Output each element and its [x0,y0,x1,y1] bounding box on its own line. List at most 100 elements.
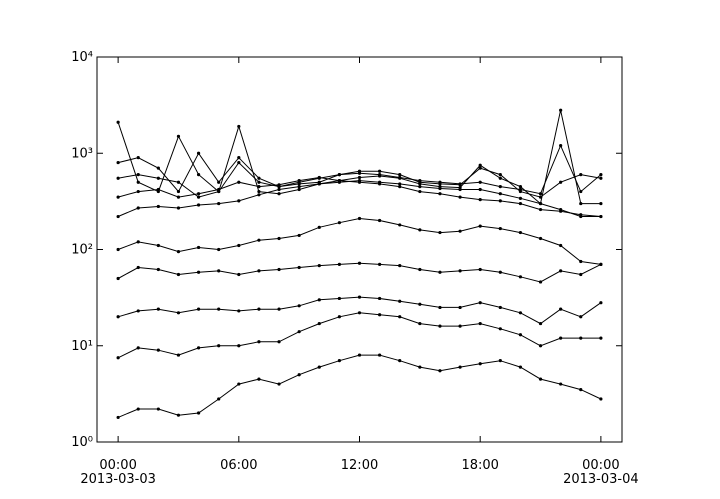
data-point [357,175,362,180]
data-point [156,243,160,248]
data-point [418,302,422,306]
data-point [398,173,402,177]
data-point [599,301,603,305]
data-point [317,298,321,302]
data-point [438,230,442,235]
data-point [337,359,341,363]
data-point [498,185,502,189]
data-point [176,195,181,199]
data-point [136,265,140,270]
data-point [378,262,382,267]
data-point [196,192,201,196]
data-point [196,203,201,207]
data-point [357,311,362,315]
data-point [418,365,422,369]
data-point [418,185,422,189]
data-point [257,377,261,381]
data-point [176,206,181,210]
data-point [156,166,160,170]
data-point [478,187,482,192]
y-tick-label: 10⁰ [71,435,93,450]
data-point [498,270,502,274]
data-point [237,272,241,277]
y-tick-label: 10² [71,243,93,258]
data-point [136,240,140,244]
data-point [257,340,261,344]
data-point [237,124,241,129]
data-point [116,160,120,165]
data-point [559,269,563,273]
data-point [538,377,543,381]
data-point [317,321,321,326]
data-point [196,346,201,350]
data-point [538,207,543,212]
data-point [418,321,422,326]
data-point [237,180,241,184]
data-point [357,180,362,184]
data-point [458,182,462,186]
data-point [237,309,241,313]
data-point [277,187,281,192]
data-point [418,228,422,232]
data-point [579,272,583,277]
data-point [217,307,221,311]
data-point [498,192,502,196]
data-point [357,353,362,357]
x-tick-label: 00:00 2013-03-04 [563,458,639,487]
data-point [196,151,201,155]
data-point [297,233,301,238]
data-point [418,267,422,272]
data-point [297,187,301,192]
data-point [277,382,281,386]
data-point [317,365,321,369]
data-point [498,199,502,203]
data-point [156,176,160,180]
data-point [196,195,201,199]
data-point [559,180,563,184]
data-point [237,156,241,160]
data-point [458,185,462,190]
data-point [237,199,241,203]
data-point [518,201,523,206]
data-point [297,178,301,183]
data-point [418,182,422,186]
data-point [498,226,502,231]
data-point [478,163,482,167]
data-point [518,311,523,315]
data-point [458,324,462,328]
data-point [378,218,382,223]
data-point [599,201,603,206]
data-point [337,262,341,267]
data-point [518,230,523,235]
data-point [237,382,241,386]
data-point [317,264,321,268]
data-point [438,192,442,196]
data-point [498,305,502,310]
data-point [518,187,523,192]
data-point [136,206,140,210]
data-point [317,175,321,180]
data-point [559,108,563,112]
data-point [176,413,181,417]
data-point [438,185,442,189]
data-point [277,267,281,272]
data-point [478,362,482,366]
data-point [217,397,221,401]
data-point [478,321,482,326]
data-point [518,333,523,337]
data-point [438,369,442,373]
data-point [257,176,261,180]
data-point [257,193,261,197]
data-point [337,173,341,177]
plot-frame [96,56,623,443]
y-tick-label: 10³ [71,146,93,161]
data-point [458,365,462,369]
data-point [116,315,120,319]
data-point [518,185,523,189]
data-point [579,213,583,217]
data-point [559,243,563,248]
data-point [257,238,261,242]
data-point [136,189,140,194]
data-point [458,305,462,310]
